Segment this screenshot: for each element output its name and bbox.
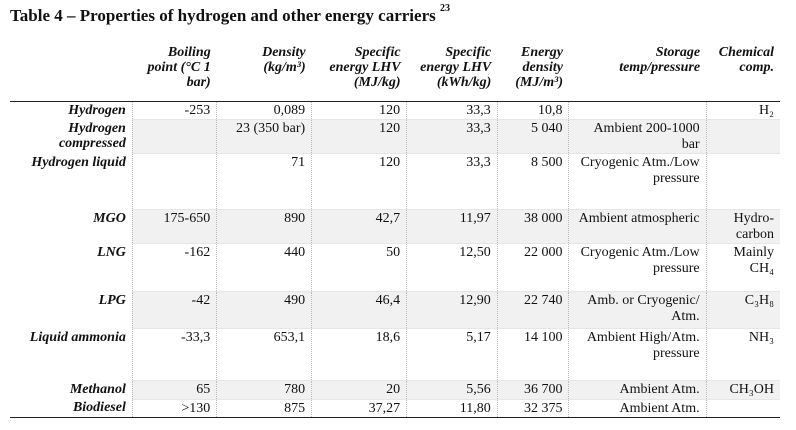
column-header-energy-density: Energy density (MJ/m³) [497, 44, 569, 102]
column-header-blank [10, 44, 133, 102]
row-label: MGO [10, 209, 133, 244]
cell-density: 780 [216, 380, 312, 400]
cell-boiling: -253 [131, 101, 217, 120]
row-label: Methanol [10, 380, 133, 399]
cell-density: 653,1 [216, 328, 312, 381]
cell-lhv-mj: 42,7 [311, 209, 407, 244]
footnote-ref: 23 [440, 3, 450, 15]
cell-energy-density: 22 740 [496, 291, 569, 329]
cell-energy-density: 22 000 [496, 243, 569, 292]
cell-energy-density: 10,8 [496, 101, 569, 120]
cell-lhv-mj: 120 [311, 101, 407, 120]
cell-density: 440 [216, 243, 312, 292]
cell-lhv-kwh: 12,50 [406, 243, 498, 292]
cell-chemical [705, 119, 780, 154]
cell-chemical [705, 399, 780, 418]
cell-chemical: NH₃ [705, 328, 780, 381]
cell-storage: Ambient atmospheric [568, 209, 707, 244]
cell-lhv-kwh: 33,3 [406, 119, 498, 154]
row-label: Hydrogen liquid [31, 154, 126, 170]
row-label: Liquid ammonia [29, 329, 126, 345]
table-row: Hydrogen liquid 71 120 33,3 8 500 Cryoge… [10, 153, 780, 210]
cell-chemical: Mainly CH₄ [705, 243, 780, 292]
cell-boiling [131, 119, 217, 154]
cell-boiling: -33,3 [131, 328, 217, 381]
cell-density: 890 [216, 209, 312, 244]
cell-energy-density: 14 100 [496, 328, 569, 381]
column-header-chemical: Chemical comp. [706, 44, 780, 102]
row-label: LPG [10, 291, 133, 329]
row-label: LNG [97, 244, 126, 260]
column-header-storage: Storage temp/pressure [568, 44, 707, 102]
column-header-density: Density (kg/m³) [216, 44, 312, 102]
cell-lhv-mj: 50 [311, 243, 407, 292]
column-header-specific-energy-mj: Specific energy LHV (MJ/kg) [311, 44, 407, 102]
cell-lhv-mj: 46,4 [311, 291, 407, 329]
row-label: Biodiesel [10, 399, 133, 418]
cell-energy-density: 32 375 [496, 399, 569, 418]
cell-energy-density: 5 040 [496, 119, 569, 154]
table-row: LPG -42 490 46,4 12,90 22 740 Amb. or Cr… [10, 291, 780, 329]
column-header-specific-energy-kwh: Specific energy LHV (kWh/kg) [406, 44, 498, 102]
cell-chemical: H₂ [705, 101, 780, 120]
cell-storage [568, 101, 707, 120]
cell-storage: Ambient 200-1000 bar [568, 119, 707, 154]
cell-density: 0,089 [216, 101, 312, 120]
cell-chemical: Hydro-carbon [705, 209, 780, 244]
table-row: Biodiesel >130 875 37,27 11,80 32 375 Am… [10, 399, 780, 418]
cell-boiling: 65 [131, 380, 217, 400]
row-label: Hydrogen compressed [10, 119, 133, 154]
cell-lhv-mj: 20 [311, 380, 407, 400]
cell-lhv-mj: 120 [311, 119, 407, 154]
cell-chemical: C₃H₈ [705, 291, 780, 329]
cell-density: 875 [216, 399, 312, 418]
cell-density: 23 (350 bar) [216, 119, 312, 154]
table-title: Table 4 – Properties of hydrogen and oth… [10, 3, 450, 26]
table-row: MGO 175-650 890 42,7 11,97 38 000 Ambien… [10, 209, 780, 244]
cell-lhv-kwh: 33,3 [406, 101, 498, 120]
table-row: LNG -162 440 50 12,50 22 000 Cryogenic A… [10, 243, 780, 292]
cell-lhv-kwh: 33,3 [406, 153, 498, 210]
cell-boiling [131, 153, 217, 210]
cell-lhv-kwh: 11,80 [406, 399, 498, 418]
cell-energy-density: 36 700 [496, 380, 569, 400]
cell-storage: Ambient Atm. [568, 380, 707, 400]
table-row: Hydrogen compressed 23 (350 bar) 120 33,… [10, 119, 780, 154]
cell-storage: Cryogenic Atm./Low pressure [568, 153, 707, 210]
cell-energy-density: 8 500 [496, 153, 569, 210]
cell-lhv-kwh: 12,90 [406, 291, 498, 329]
cell-lhv-mj: 120 [311, 153, 407, 210]
row-label: Hydrogen [68, 102, 126, 118]
cell-storage: Ambient High/Atm. pressure [568, 328, 707, 381]
table-row: Hydrogen -253 0,089 120 33,3 10,8 H₂ [10, 101, 780, 120]
cell-boiling: -162 [131, 243, 217, 292]
cell-chemical [705, 153, 780, 210]
table-row: Liquid ammonia -33,3 653,1 18,6 5,17 14 … [10, 328, 780, 381]
cell-lhv-kwh: 5,17 [406, 328, 498, 381]
header-row: Boiling point (°C 1 bar) Density (kg/m³)… [10, 44, 780, 102]
table-row: Methanol 65 780 20 5,56 36 700 Ambient A… [10, 380, 780, 400]
cell-density: 490 [216, 291, 312, 329]
column-header-boiling-point: Boiling point (°C 1 bar) [132, 44, 217, 102]
cell-storage: Cryogenic Atm./Low pressure [568, 243, 707, 292]
cell-lhv-kwh: 5,56 [406, 380, 498, 400]
cell-chemical: CH₃OH [705, 380, 780, 400]
cell-boiling: >130 [131, 399, 217, 418]
cell-lhv-kwh: 11,97 [406, 209, 498, 244]
cell-boiling: 175-650 [131, 209, 217, 244]
properties-table: Boiling point (°C 1 bar) Density (kg/m³)… [10, 44, 780, 418]
cell-boiling: -42 [131, 291, 217, 329]
cell-storage: Amb. or Cryogenic/ Atm. [568, 291, 707, 329]
cell-energy-density: 38 000 [496, 209, 569, 244]
cell-storage: Ambient Atm. [568, 399, 707, 418]
cell-lhv-mj: 18,6 [311, 328, 407, 381]
cell-density: 71 [216, 153, 312, 210]
table-title-text: Table 4 – Properties of hydrogen and oth… [10, 6, 436, 25]
cell-lhv-mj: 37,27 [311, 399, 407, 418]
